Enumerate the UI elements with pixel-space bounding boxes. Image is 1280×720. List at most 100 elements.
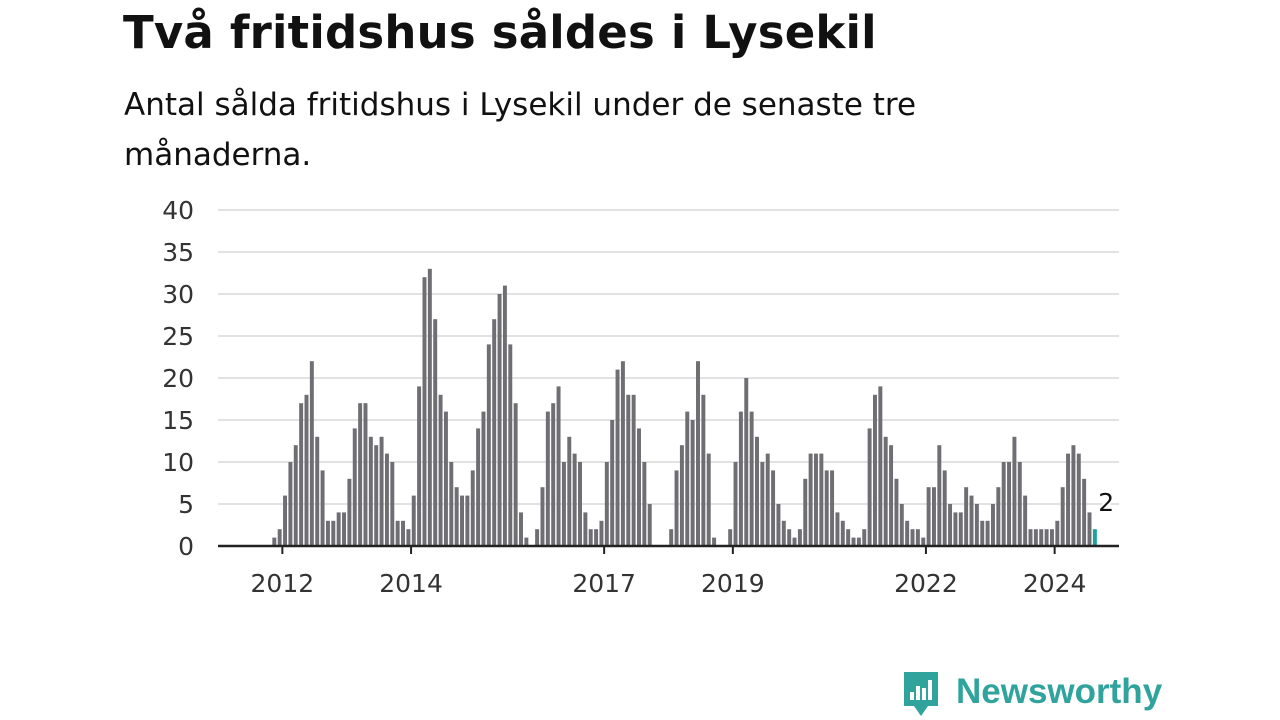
- bar: [1039, 529, 1044, 546]
- bar: [642, 462, 647, 546]
- bar: [513, 403, 518, 546]
- bar: [1012, 436, 1017, 546]
- bar: [776, 504, 781, 546]
- bar: [331, 520, 336, 546]
- bar: [846, 529, 851, 546]
- bar: [631, 394, 636, 546]
- bar: [379, 436, 384, 546]
- bar: [899, 504, 904, 546]
- bar: [481, 411, 486, 546]
- bar: [411, 495, 416, 546]
- bar: [824, 470, 829, 546]
- bar: [427, 268, 432, 546]
- bar: [486, 344, 491, 546]
- bar: [336, 512, 341, 546]
- bar: [599, 520, 604, 546]
- bar: [390, 462, 395, 546]
- bar: [948, 504, 953, 546]
- bar: [931, 487, 936, 546]
- bar: [1049, 529, 1054, 546]
- bar: [502, 285, 507, 546]
- bar: [1060, 487, 1065, 546]
- bar: [1055, 520, 1060, 546]
- bar: [974, 504, 979, 546]
- bar: [604, 462, 609, 546]
- bar: [733, 462, 738, 546]
- bar: [787, 529, 792, 546]
- bar: [368, 436, 373, 546]
- bar: [1033, 529, 1038, 546]
- bar: [889, 445, 894, 546]
- bar: [620, 361, 625, 546]
- bar: [508, 344, 513, 546]
- bar: [980, 520, 985, 546]
- bar: [873, 394, 877, 546]
- bar: [685, 411, 690, 546]
- last-value-label: 2: [1098, 488, 1114, 517]
- bar: [1066, 453, 1071, 546]
- bar: [1087, 512, 1092, 546]
- bar-highlight: [1092, 529, 1097, 546]
- bar: [460, 495, 464, 546]
- bar: [792, 537, 797, 546]
- bar: [830, 470, 835, 546]
- bar: [572, 453, 577, 546]
- newsworthy-logo[interactable]: Newsworthy: [900, 668, 1162, 720]
- bar: [803, 478, 808, 546]
- bar: [969, 495, 974, 546]
- bar: [470, 470, 475, 546]
- bar: [288, 462, 293, 546]
- bar: [1044, 529, 1049, 546]
- bar: [309, 361, 314, 546]
- bar: [797, 529, 802, 546]
- bar: [1071, 445, 1076, 546]
- y-tick-label: 5: [178, 490, 194, 519]
- bar: [706, 453, 711, 546]
- bar: [744, 378, 749, 546]
- x-tick-label: 2014: [379, 569, 443, 598]
- bar: [771, 470, 776, 546]
- bar: [749, 411, 754, 546]
- bar: [561, 462, 566, 546]
- bar: [454, 487, 459, 546]
- bar: [545, 411, 550, 546]
- x-tick-label: 2019: [701, 569, 765, 598]
- bar: [738, 411, 743, 546]
- bar: [433, 319, 438, 546]
- y-tick-label: 20: [162, 364, 194, 393]
- bar: [325, 520, 330, 546]
- y-tick-label: 30: [162, 280, 194, 309]
- bar: [701, 394, 706, 546]
- bar: [476, 428, 481, 546]
- bar: [964, 487, 969, 546]
- bar: [304, 394, 309, 546]
- bar: [958, 512, 963, 546]
- bar: [443, 411, 448, 546]
- bar: [1076, 453, 1081, 546]
- bar: [384, 453, 389, 546]
- x-tick-label: 2012: [251, 569, 315, 598]
- chart-subtitle: Antal sålda fritidshus i Lysekil under d…: [124, 87, 917, 173]
- bar: [862, 529, 867, 546]
- bar: [851, 537, 856, 546]
- bar: [867, 428, 872, 546]
- bar: [352, 428, 357, 546]
- bar: [347, 478, 352, 546]
- bar: [1001, 462, 1006, 546]
- bar: [878, 386, 883, 546]
- bar: [277, 529, 282, 546]
- bar: [937, 445, 942, 546]
- bar: [690, 420, 695, 546]
- bar: [696, 361, 700, 546]
- bar: [835, 512, 840, 546]
- bar: [910, 529, 915, 546]
- bar: [856, 537, 861, 546]
- bar: [674, 470, 679, 546]
- bar: [819, 453, 824, 546]
- bar: [524, 537, 529, 546]
- newsworthy-chart-bubble-icon: [904, 672, 938, 716]
- bar: [647, 504, 652, 546]
- bar: [626, 394, 631, 546]
- bar: [395, 520, 400, 546]
- bar: [556, 386, 561, 546]
